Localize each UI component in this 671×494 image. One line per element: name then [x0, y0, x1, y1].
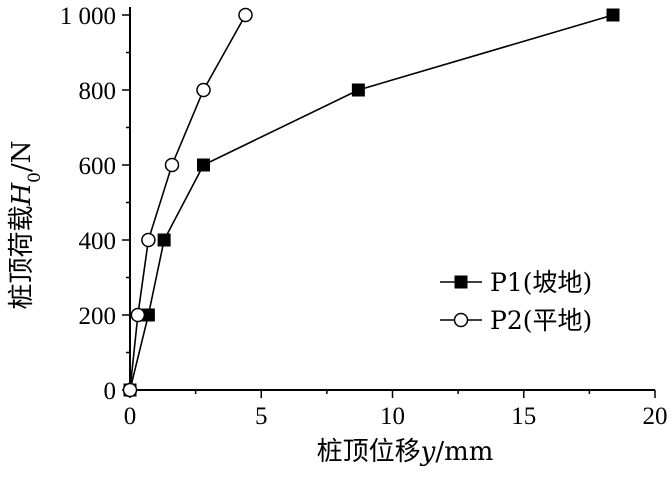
legend: P1(坡地) P2(平地) — [440, 268, 592, 335]
x-tick-label: 15 — [511, 403, 536, 430]
data-point — [157, 233, 171, 247]
series-2 — [122, 7, 253, 398]
x-tick-label: 10 — [380, 403, 405, 430]
data-point — [606, 8, 620, 22]
legend-marker — [454, 275, 468, 289]
series-1 — [123, 8, 620, 397]
data-point — [196, 82, 211, 98]
legend-item: P1(坡地) — [440, 268, 592, 297]
legend-label: P1(坡地) — [490, 268, 592, 297]
y-tick-label: 200 — [79, 303, 117, 330]
y-tick-label: 600 — [79, 153, 117, 180]
y-tick-label: 800 — [79, 78, 117, 105]
y-tick-label: 1 000 — [60, 3, 116, 30]
data-point — [130, 307, 146, 323]
data-point — [197, 158, 210, 172]
y-axis-title: 桩顶荷载H0/N — [7, 140, 45, 309]
data-point — [141, 232, 156, 248]
axis-titles: 桩顶位移y/mm 桩顶荷载H0/N — [7, 140, 493, 467]
legend-item: P2(平地) — [440, 306, 592, 335]
legend-marker — [453, 312, 469, 328]
series-layer — [122, 7, 620, 398]
data-point — [351, 83, 365, 97]
y-tick-label: 0 — [104, 378, 117, 405]
legend-label: P2(平地) — [490, 306, 592, 335]
y-tick-label: 400 — [79, 228, 117, 255]
data-point — [122, 382, 138, 398]
x-tick-label: 5 — [255, 403, 268, 430]
x-tick-label: 20 — [643, 403, 668, 430]
x-axis-title: 桩顶位移y/mm — [317, 437, 494, 467]
data-point — [164, 157, 180, 173]
data-point — [238, 7, 253, 23]
x-tick-label: 0 — [124, 403, 137, 430]
series-line — [129, 14, 614, 391]
series-line — [129, 14, 247, 391]
